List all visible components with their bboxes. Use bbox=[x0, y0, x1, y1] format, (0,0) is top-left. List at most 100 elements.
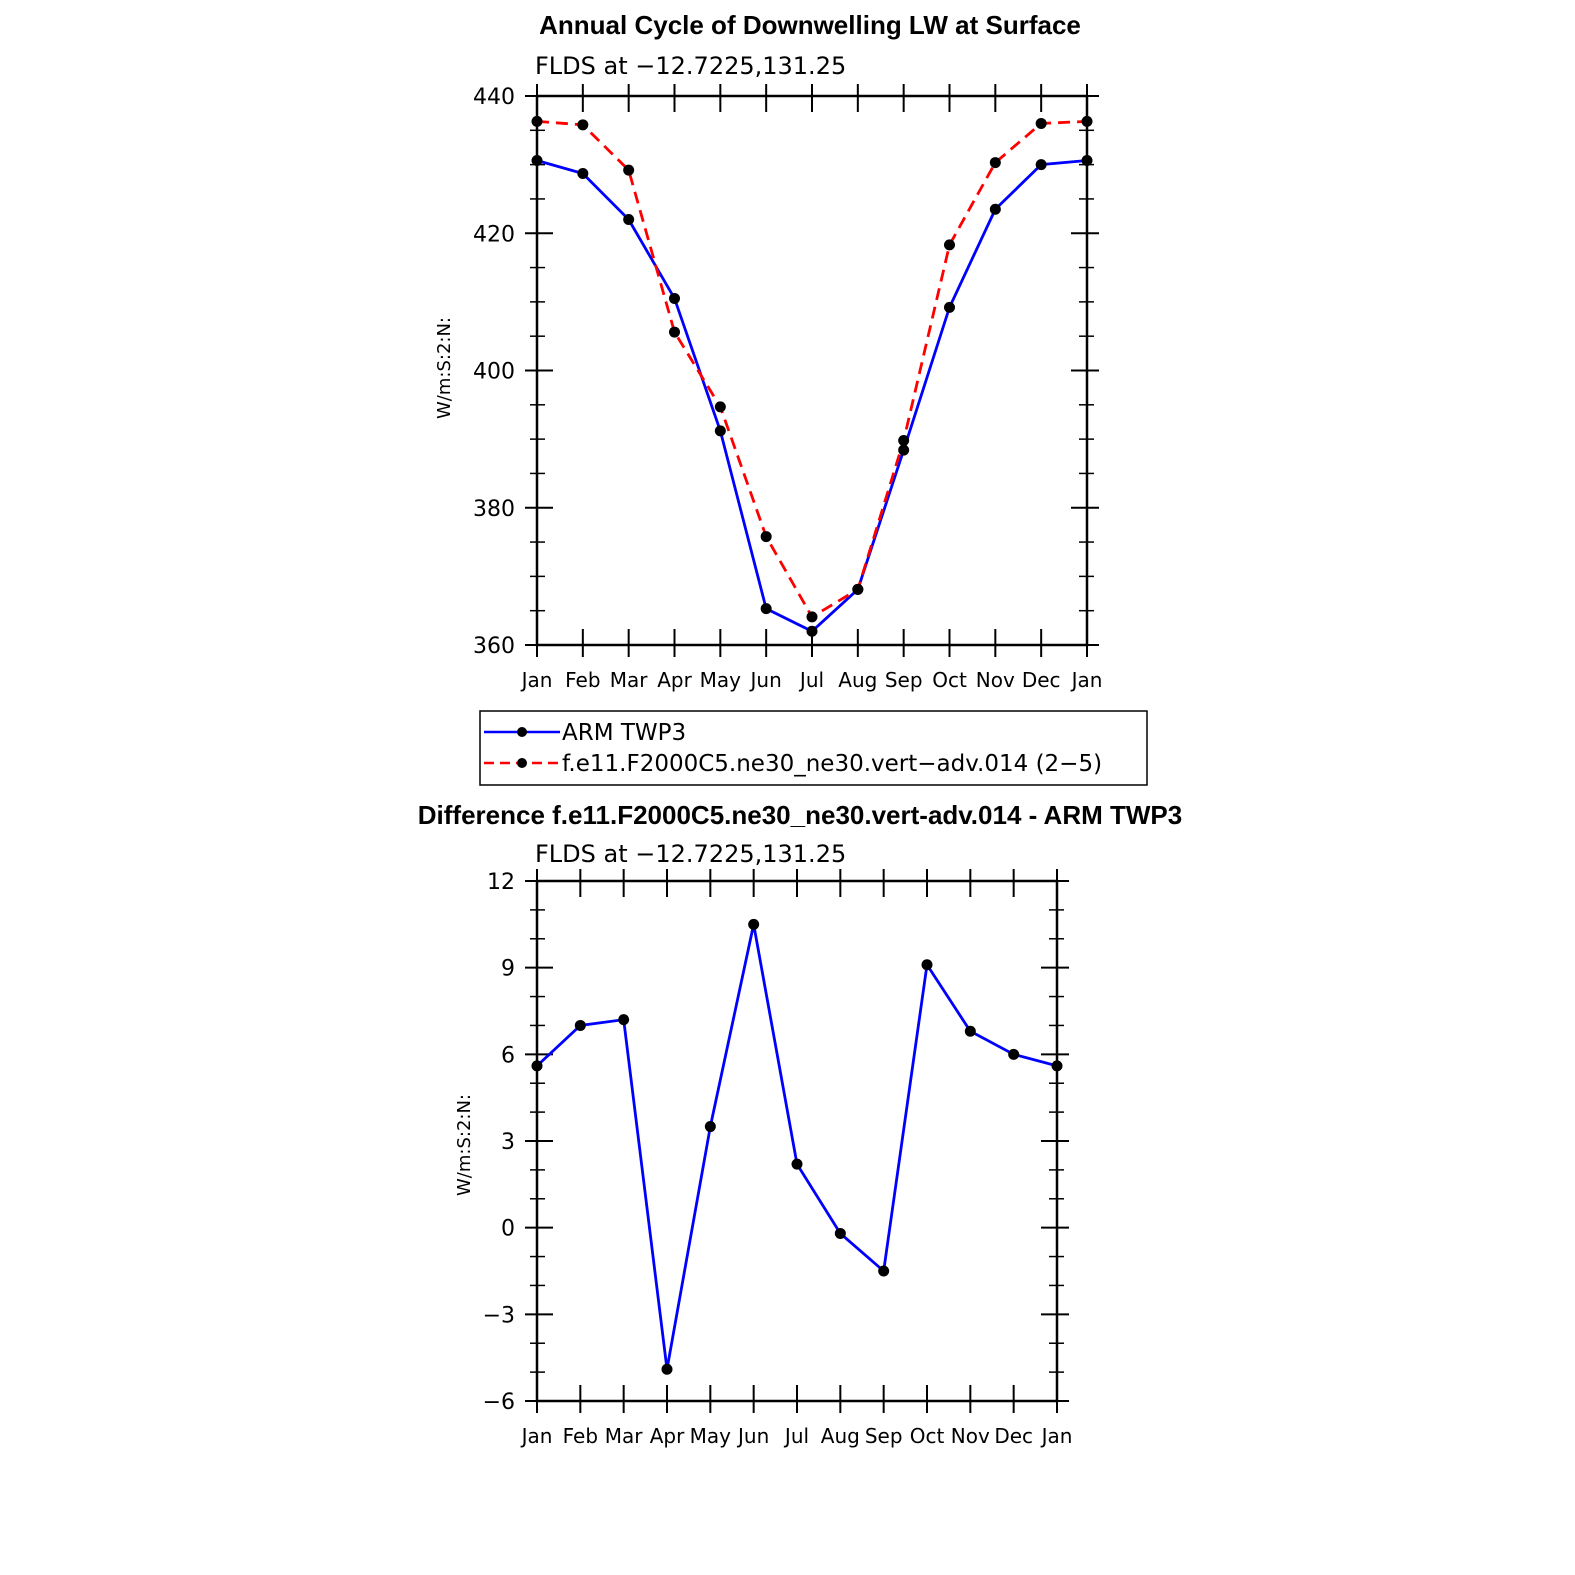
x-tick-label: Nov bbox=[976, 668, 1015, 692]
legend-marker-model bbox=[517, 758, 527, 768]
data-point bbox=[1008, 1048, 1020, 1060]
x-tick-label: Jul bbox=[783, 1424, 809, 1448]
x-tick-label: Jun bbox=[749, 668, 782, 692]
difference-chart: Difference f.e11.F2000C5.ne30_ne30.vert-… bbox=[418, 800, 1182, 1448]
legend-marker-arm bbox=[517, 727, 527, 737]
x-tick-label: Jan bbox=[1040, 1424, 1073, 1448]
data-point bbox=[714, 425, 726, 437]
series-line-0 bbox=[536, 924, 1058, 1370]
plot-area: Jan Feb Mar Apr May Jun Jul Aug Sep Oct Nov Dec Jan3… bbox=[473, 84, 1102, 692]
x-tick-label: Feb bbox=[563, 1424, 598, 1448]
y-tick-label: −3 bbox=[483, 1303, 515, 1328]
x-tick-label: Jan bbox=[520, 668, 553, 692]
chart-title: Annual Cycle of Downwelling LW at Surfac… bbox=[539, 10, 1081, 40]
plot-frame bbox=[535, 879, 1059, 1403]
data-point bbox=[760, 603, 772, 615]
data-point bbox=[1051, 1060, 1063, 1072]
legend-box bbox=[479, 710, 1148, 786]
x-tick-label: Aug bbox=[838, 668, 877, 692]
legend-entry-model: f.e11.F2000C5.ne30_ne30.vert−adv.014 (2−… bbox=[484, 751, 1102, 777]
x-tick-label: Apr bbox=[657, 668, 692, 692]
data-point bbox=[669, 292, 680, 304]
x-tick-label: Jul bbox=[798, 668, 824, 692]
data-point bbox=[989, 203, 1001, 215]
data-point bbox=[577, 168, 589, 180]
data-point bbox=[618, 1014, 630, 1026]
x-tick-label: May bbox=[690, 1424, 732, 1448]
legend: ARM TWP3 f.e11.F2000C5.ne30_ne30.vert−ad… bbox=[479, 710, 1148, 786]
data-point bbox=[748, 918, 760, 930]
data-point bbox=[806, 611, 818, 623]
y-tick-label: 12 bbox=[487, 870, 515, 895]
data-point bbox=[760, 531, 772, 543]
y-axis-label: W/m:S:2:N: bbox=[454, 1094, 475, 1196]
data-point bbox=[1081, 155, 1093, 167]
x-tick-label: Mar bbox=[605, 1424, 644, 1448]
data-point bbox=[878, 1265, 890, 1277]
x-tick-label: Dec bbox=[1022, 668, 1061, 692]
annual-cycle-chart: Annual Cycle of Downwelling LW at Surfac… bbox=[434, 10, 1148, 786]
series-line-0 bbox=[536, 159, 1088, 633]
data-point bbox=[704, 1121, 716, 1133]
y-tick-label: 6 bbox=[501, 1043, 515, 1068]
legend-label-arm: ARM TWP3 bbox=[562, 720, 686, 746]
data-point bbox=[1081, 115, 1093, 127]
y-tick-label: 3 bbox=[501, 1130, 515, 1155]
x-tick-label: Mar bbox=[610, 668, 649, 692]
data-point bbox=[623, 164, 635, 176]
y-tick-label: −6 bbox=[483, 1390, 515, 1415]
x-tick-label: Dec bbox=[994, 1424, 1033, 1448]
plot-area: Jan Feb Mar Apr May Jun Jul Aug Sep Oct Nov Dec Jan−… bbox=[483, 869, 1073, 1448]
x-tick-label: Nov bbox=[951, 1424, 990, 1448]
y-tick-label: 380 bbox=[473, 497, 515, 522]
x-tick-label: Aug bbox=[821, 1424, 860, 1448]
data-point bbox=[661, 1363, 673, 1375]
x-tick-label: Jan bbox=[1070, 668, 1103, 692]
data-point bbox=[531, 155, 543, 167]
y-tick-label: 360 bbox=[473, 634, 515, 659]
legend-entry-arm: ARM TWP3 bbox=[484, 720, 686, 746]
x-tick-label: Jan bbox=[520, 1424, 553, 1448]
y-tick-label: 440 bbox=[473, 85, 515, 110]
x-tick-label: Sep bbox=[885, 668, 923, 692]
chart-subtitle: FLDS at −12.7225,131.25 bbox=[535, 840, 846, 868]
y-axis-label: W/m:S:2:N: bbox=[434, 317, 455, 419]
data-point bbox=[944, 239, 955, 251]
y-tick-label: 420 bbox=[473, 222, 515, 247]
x-tick-label: Feb bbox=[565, 668, 600, 692]
plot-frame bbox=[535, 94, 1089, 647]
data-point bbox=[1035, 159, 1047, 171]
data-point bbox=[898, 444, 910, 456]
data-point bbox=[806, 625, 818, 637]
x-tick-label: Oct bbox=[910, 1424, 945, 1448]
y-tick-label: 400 bbox=[473, 360, 515, 385]
series-line-1 bbox=[536, 119, 1088, 619]
data-point bbox=[714, 401, 726, 413]
data-point bbox=[669, 326, 680, 338]
x-tick-label: Sep bbox=[865, 1424, 903, 1448]
data-point bbox=[852, 583, 864, 595]
data-point bbox=[834, 1227, 846, 1239]
data-point bbox=[989, 157, 1001, 169]
data-point bbox=[944, 301, 955, 313]
data-point bbox=[898, 434, 910, 446]
data-point bbox=[623, 214, 635, 226]
chart-subtitle: FLDS at −12.7225,131.25 bbox=[535, 52, 846, 80]
data-point bbox=[1035, 117, 1047, 129]
chart-title: Difference f.e11.F2000C5.ne30_ne30.vert-… bbox=[418, 800, 1182, 830]
data-point bbox=[577, 119, 589, 131]
data-point bbox=[574, 1019, 586, 1031]
data-point bbox=[921, 959, 933, 971]
data-point bbox=[531, 1060, 543, 1072]
y-tick-label: 9 bbox=[501, 957, 515, 982]
data-point bbox=[964, 1025, 976, 1037]
x-tick-label: Apr bbox=[650, 1424, 685, 1448]
x-tick-label: May bbox=[700, 668, 742, 692]
data-point bbox=[791, 1158, 803, 1170]
legend-label-model: f.e11.F2000C5.ne30_ne30.vert−adv.014 (2−… bbox=[562, 751, 1102, 777]
y-tick-label: 0 bbox=[501, 1217, 515, 1242]
x-tick-label: Jun bbox=[736, 1424, 769, 1448]
x-tick-label: Oct bbox=[932, 668, 967, 692]
data-point bbox=[531, 115, 543, 127]
